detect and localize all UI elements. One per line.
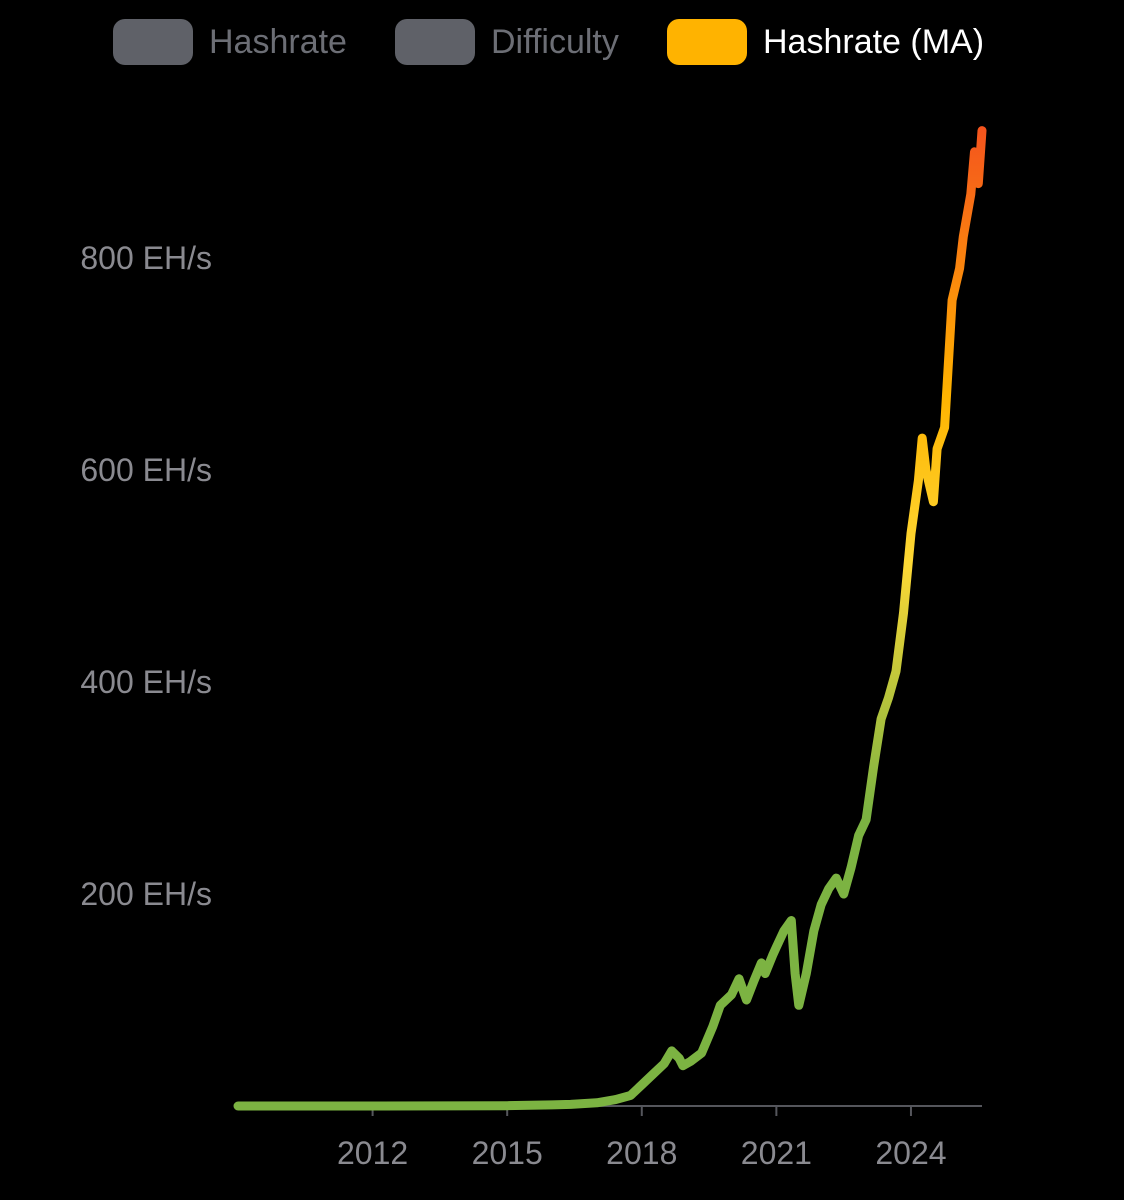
y-axis-ticks: 200 EH/s 400 EH/s 600 EH/s 800 EH/s [80, 240, 212, 912]
legend-item-hashrate-ma[interactable]: Hashrate (MA) [667, 14, 984, 70]
legend-item-hashrate[interactable]: Hashrate [113, 14, 347, 70]
x-tick-label: 2018 [606, 1135, 677, 1171]
legend-label-difficulty: Difficulty [491, 23, 619, 61]
legend-swatch-hashrate [113, 19, 193, 65]
x-tick-label: 2024 [875, 1135, 946, 1171]
series-group [233, 126, 987, 1111]
legend-swatch-difficulty [395, 19, 475, 65]
series-line-hashrate-ma [233, 126, 987, 1111]
y-tick-label: 600 EH/s [80, 452, 212, 488]
legend-item-difficulty[interactable]: Difficulty [395, 14, 619, 70]
x-tick-label: 2012 [337, 1135, 408, 1171]
y-tick-label: 200 EH/s [80, 876, 212, 912]
legend-swatch-hashrate-ma [667, 19, 747, 65]
y-tick-label: 400 EH/s [80, 664, 212, 700]
x-tick-label: 2015 [472, 1135, 543, 1171]
y-tick-label: 800 EH/s [80, 240, 212, 276]
legend: Hashrate Difficulty Hashrate (MA) [0, 14, 1124, 70]
x-axis-ticks: 2012 2015 2018 2021 2024 [337, 1106, 947, 1171]
x-tick-label: 2021 [741, 1135, 812, 1171]
legend-label-hashrate-ma: Hashrate (MA) [763, 23, 985, 61]
legend-label-hashrate: Hashrate [209, 23, 347, 61]
